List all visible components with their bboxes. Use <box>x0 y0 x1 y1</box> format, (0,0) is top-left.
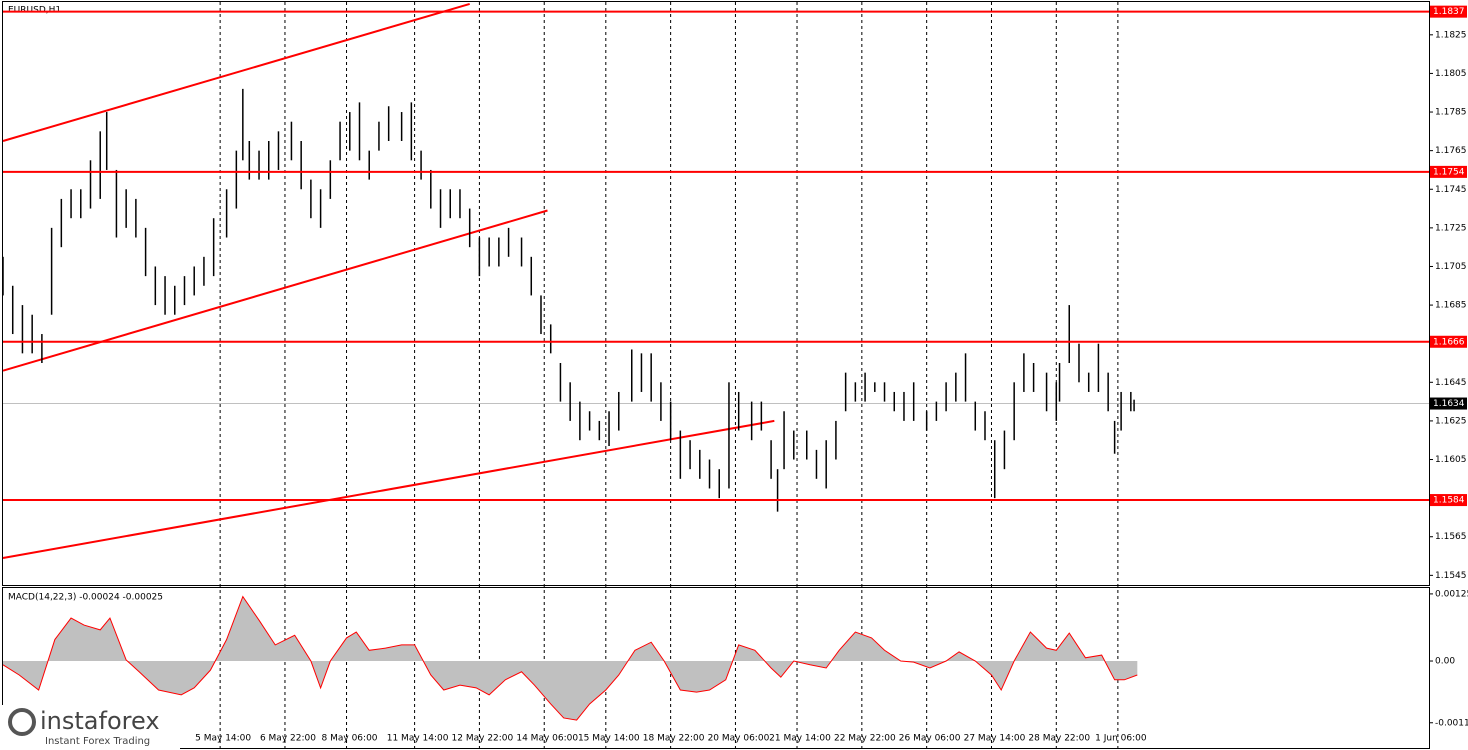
level-label: 1.1666 <box>1433 337 1465 347</box>
y-tick-label: 1.1605 <box>1435 455 1467 465</box>
logo-tagline: Instant Forex Trading <box>45 736 150 747</box>
y-tick-label: 1.1705 <box>1435 262 1467 272</box>
x-tick-label: 12 May 22:00 <box>452 734 514 744</box>
x-tick-label: 6 May 22:00 <box>260 734 316 744</box>
level-tag <box>1430 5 1467 18</box>
y-tick-label: 1.1825 <box>1435 30 1467 40</box>
symbol-label: EURUSD,H1 <box>8 6 61 16</box>
logo-icon <box>8 708 36 736</box>
x-tick-label: 1 Jun 06:00 <box>1095 734 1147 744</box>
level-label: 1.1754 <box>1433 167 1465 177</box>
x-tick-label: 28 May 22:00 <box>1028 734 1090 744</box>
x-tick-label: 27 May 14:00 <box>964 734 1026 744</box>
macd-histogram <box>3 596 1138 721</box>
level-tag <box>1430 165 1467 178</box>
x-tick-label: 22 May 22:00 <box>834 734 896 744</box>
y-tick-label: -0.00115 <box>1435 718 1468 728</box>
y-tick-label: 1.1785 <box>1435 108 1467 118</box>
trend-line <box>2 209 548 372</box>
y-tick-label: 0.00 <box>1435 657 1455 667</box>
macd-frame <box>2 587 1430 749</box>
level-label: 1.1837 <box>1433 7 1465 17</box>
level-tag <box>1430 335 1467 348</box>
y-tick-label: 1.1725 <box>1435 223 1467 233</box>
x-tick-label: 26 May 06:00 <box>899 734 961 744</box>
trend-line <box>2 419 775 559</box>
x-tick-label: 11 May 14:00 <box>387 734 449 744</box>
y-tick-label: 1.1805 <box>1435 69 1467 79</box>
y-tick-label: 0.00125 <box>1435 589 1468 599</box>
macd-signal <box>2 595 1138 721</box>
y-tick-label: 1.1745 <box>1435 185 1467 195</box>
x-tick-label: 5 May 14:00 <box>195 734 251 744</box>
y-tick-label: 1.1765 <box>1435 146 1467 156</box>
x-tick-label: 15 May 14:00 <box>578 734 640 744</box>
logo-name: instaforex <box>40 707 160 735</box>
y-tick-label: 1.1545 <box>1435 571 1467 581</box>
x-tick-label: 20 May 06:00 <box>708 734 770 744</box>
x-tick-label: 21 May 14:00 <box>769 734 831 744</box>
macd-label: MACD(14,22,3) -0.00024 -0.00025 <box>8 593 163 603</box>
current-price-label: 1.1634 <box>1433 399 1465 409</box>
y-tick-label: 1.1645 <box>1435 378 1467 388</box>
trend-line <box>2 2 470 142</box>
x-tick-label: 14 May 06:00 <box>516 734 578 744</box>
x-tick-label: 8 May 06:00 <box>322 734 378 744</box>
level-tag <box>1430 494 1467 507</box>
y-tick-label: 1.1565 <box>1435 532 1467 542</box>
level-label: 1.1584 <box>1433 496 1465 506</box>
x-tick-label: 18 May 22:00 <box>643 734 705 744</box>
y-tick-label: 1.1625 <box>1435 416 1467 426</box>
current-price-tag <box>1430 397 1467 410</box>
y-tick-label: 1.1685 <box>1435 301 1467 311</box>
logo: instaforex Instant Forex Trading <box>0 705 180 750</box>
